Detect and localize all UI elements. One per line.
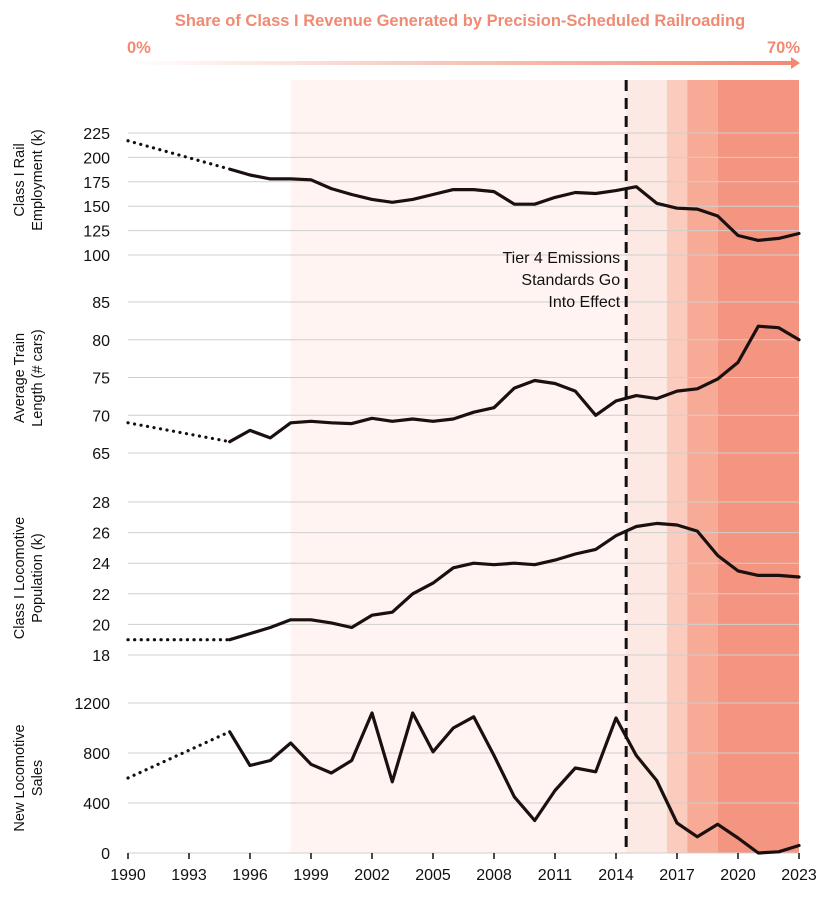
header-scale-min: 0% [127, 39, 151, 57]
y-axis-label: Average Train Length (# cars) [12, 329, 46, 427]
x-axis: 1990 1993 1996 1999 2002 2005 2008 2011 2014 2017… [110, 853, 817, 884]
y-tick-label: 18 [92, 648, 110, 665]
y-tick-label: 200 [83, 150, 110, 167]
psr-band-highest [717, 80, 799, 853]
series-line [228, 324, 801, 444]
psr-band-high [687, 80, 718, 853]
panel-3: 28 26 24 22 20 18 Class I Locomotive Population… [12, 495, 801, 665]
x-tick-label: 2011 [538, 867, 573, 884]
series-line [228, 167, 801, 242]
y-tick-label: 125 [83, 224, 110, 241]
x-tick-label: 2002 [354, 867, 390, 884]
y-axis-label-line: Sales [30, 760, 46, 796]
y-tick-label: 85 [92, 295, 110, 312]
y-tick-label: 24 [92, 556, 110, 573]
y-tick-label: 0 [101, 846, 110, 863]
y-tick-label: 175 [83, 175, 110, 192]
y-axis-label-line: Class I Locomotive [12, 517, 28, 640]
psr-band-low [626, 80, 667, 853]
y-tick-label: 65 [92, 446, 110, 463]
panel-1: 225 200 175 150 125 100 Class I Rail Employment… [12, 126, 801, 265]
panel-2: 85 80 75 70 65 Average Train Length (# cars) [12, 295, 801, 463]
y-tick-label: 400 [83, 796, 110, 813]
y-tick-label: 28 [92, 495, 110, 512]
psr-band-low [290, 80, 627, 853]
y-tick-label: 225 [83, 126, 110, 143]
y-tick-label: 80 [92, 333, 110, 350]
y-axis-label-line: Employment (k) [30, 129, 46, 231]
y-axis-label: Class I Locomotive Population (k) [12, 517, 46, 640]
psr-band-medium [666, 80, 688, 853]
y-tick-label: 75 [92, 371, 110, 388]
y-axis-label: New Locomotive Sales [12, 724, 46, 831]
series-early-estimate [126, 730, 232, 780]
y-tick-label: 20 [92, 617, 110, 634]
x-tick-label: 1999 [293, 867, 329, 884]
x-tick-label: 1996 [232, 867, 268, 884]
x-tick-label: 2005 [415, 867, 451, 884]
header-scale-max: 70% [767, 39, 800, 57]
y-axis-label-line: New Locomotive [12, 724, 28, 831]
y-tick-label: 800 [83, 746, 110, 763]
series-early-estimate [126, 421, 232, 444]
x-tick-label: 2008 [476, 867, 512, 884]
annotation-line-1: Tier 4 Emissions [503, 250, 621, 267]
y-axis-label-line: Population (k) [30, 533, 46, 622]
y-tick-label: 22 [92, 587, 110, 604]
y-tick-label: 150 [83, 199, 110, 216]
x-tick-label: 2014 [598, 867, 634, 884]
y-tick-label: 100 [83, 248, 110, 265]
psr-share-bands [290, 80, 799, 853]
x-tick-label: 1993 [171, 867, 207, 884]
annotation-line-3: Into Effect [548, 294, 620, 311]
series-line [228, 711, 801, 855]
header-scale-bar [127, 61, 791, 65]
header-title: Share of Class I Revenue Generated by Pr… [175, 12, 745, 30]
series-early-estimate [126, 139, 232, 171]
header-scale-arrow-icon [791, 57, 800, 69]
x-tick-label: 1990 [110, 867, 146, 884]
series-line [228, 521, 801, 642]
panel-4: 1200 800 400 0 New Locomotive Sales [12, 696, 801, 863]
y-axis-label-line: Length (# cars) [30, 329, 46, 427]
y-axis-label-line: Average Train [12, 333, 28, 423]
y-tick-label: 1200 [74, 696, 110, 713]
x-tick-label: 2023 [781, 867, 817, 884]
y-axis-label-line: Class I Rail [12, 143, 28, 216]
y-tick-label: 70 [92, 408, 110, 425]
x-tick-label: 2020 [720, 867, 756, 884]
x-tick-label: 2017 [659, 867, 695, 884]
y-axis-label: Class I Rail Employment (k) [12, 129, 46, 231]
annotation-line-2: Standards Go [521, 272, 620, 289]
y-tick-label: 26 [92, 526, 110, 543]
